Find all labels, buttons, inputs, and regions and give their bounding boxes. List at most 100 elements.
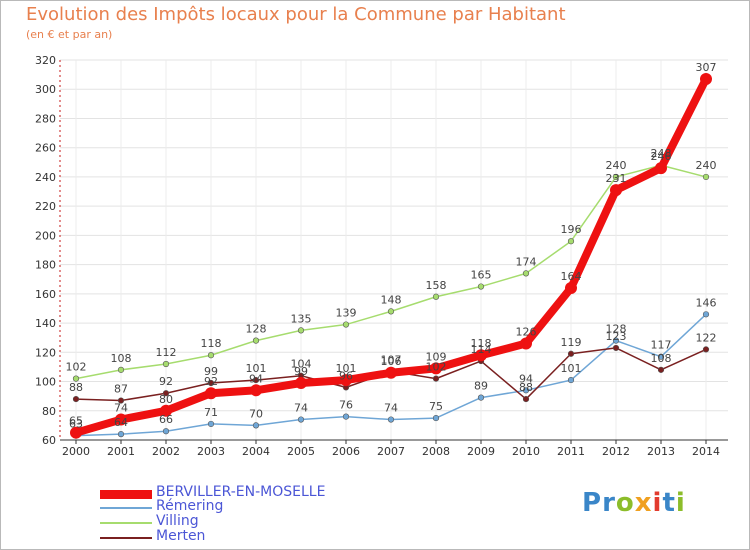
- logo-letter: P: [582, 488, 603, 518]
- data-point: [432, 293, 440, 300]
- data-point: [252, 422, 260, 429]
- data-label: 64: [114, 416, 128, 429]
- data-label: 66: [159, 413, 173, 426]
- legend-swatch: [100, 507, 152, 509]
- y-tick-label: 140: [35, 317, 56, 330]
- data-label: 63: [69, 418, 83, 431]
- logo-letter: o: [615, 488, 635, 518]
- data-point: [162, 360, 170, 368]
- y-tick-label: 260: [35, 142, 56, 155]
- data-label: 92: [204, 375, 218, 388]
- data-point: [207, 379, 215, 387]
- data-point: [207, 420, 215, 428]
- legend-swatch: [100, 522, 152, 524]
- y-tick-label: 320: [35, 54, 56, 67]
- data-point: [115, 413, 127, 426]
- data-point: [610, 184, 622, 197]
- chart-subtitle: (en € et par an): [26, 28, 113, 41]
- legend-label: BERVILLER-EN-MOSELLE: [156, 484, 326, 500]
- data-label: 164: [561, 270, 582, 283]
- x-tick-label: 2001: [107, 445, 135, 458]
- x-tick-label: 2012: [602, 445, 630, 458]
- data-label: 75: [429, 400, 443, 413]
- data-label: 99: [204, 365, 218, 378]
- data-point: [567, 238, 575, 245]
- data-point: [385, 366, 397, 379]
- data-label: 135: [291, 312, 312, 325]
- data-label: 114: [471, 343, 492, 356]
- data-point: [207, 352, 215, 359]
- data-point: [432, 375, 440, 382]
- data-point: [567, 350, 575, 357]
- proxiti-logo: Proxiti: [582, 488, 686, 518]
- data-point: [655, 162, 667, 175]
- data-label: 108: [111, 352, 132, 365]
- x-tick-label: 2014: [692, 445, 720, 458]
- data-label: 196: [561, 223, 582, 236]
- data-point: [702, 346, 710, 353]
- data-label: 128: [246, 323, 267, 336]
- chart-title: Evolution des Impôts locaux pour la Comm…: [26, 4, 566, 25]
- data-point: [252, 376, 260, 384]
- data-label: 107: [381, 353, 402, 366]
- data-label: 76: [339, 399, 353, 412]
- data-point: [297, 416, 305, 423]
- data-label: 128: [606, 323, 627, 336]
- data-label: 248: [651, 147, 672, 160]
- data-point: [340, 374, 352, 387]
- data-label: 112: [156, 346, 177, 359]
- data-label: 246: [651, 150, 672, 163]
- data-label: 240: [606, 159, 627, 172]
- data-label: 80: [159, 393, 173, 406]
- data-label: 71: [204, 406, 218, 419]
- logo-letter: i: [675, 488, 686, 518]
- data-label: 88: [69, 381, 83, 394]
- data-label: 118: [201, 337, 222, 350]
- data-label: 99: [294, 365, 308, 378]
- data-label: 126: [516, 326, 537, 339]
- data-label: 109: [426, 350, 447, 363]
- data-label: 146: [696, 296, 717, 309]
- data-label: 104: [291, 358, 312, 371]
- data-label: 101: [246, 362, 267, 375]
- x-tick-label: 2011: [557, 445, 585, 458]
- data-point: [250, 384, 262, 397]
- y-tick-label: 120: [35, 346, 56, 359]
- data-label: 94: [249, 372, 263, 385]
- data-point: [612, 344, 620, 352]
- data-label: 94: [519, 372, 533, 385]
- data-label: 139: [336, 307, 357, 320]
- data-label: 165: [471, 269, 492, 282]
- data-point: [387, 416, 395, 423]
- y-tick-label: 160: [35, 288, 56, 301]
- data-point: [612, 337, 620, 344]
- data-point: [475, 349, 487, 362]
- data-point: [520, 337, 532, 350]
- data-label: 74: [114, 402, 128, 415]
- x-tick-label: 2008: [422, 445, 450, 458]
- data-point: [700, 73, 712, 85]
- data-point: [117, 431, 125, 438]
- data-point: [702, 311, 710, 318]
- data-point: [565, 282, 577, 294]
- data-point: [295, 377, 307, 389]
- data-label: 118: [471, 337, 492, 350]
- data-label: 65: [69, 415, 83, 428]
- x-tick-label: 2009: [467, 445, 495, 458]
- y-tick-label: 280: [35, 112, 56, 125]
- data-point: [117, 366, 125, 373]
- data-point: [612, 173, 620, 181]
- y-tick-label: 200: [35, 229, 56, 242]
- data-point: [72, 395, 80, 403]
- logo-letter: i: [652, 488, 663, 518]
- data-label: 122: [696, 331, 717, 344]
- data-point: [117, 397, 125, 404]
- x-tick-label: 2002: [152, 445, 180, 458]
- data-label: 101: [336, 362, 357, 375]
- data-point: [657, 353, 665, 360]
- legend-label: Villing: [156, 513, 199, 529]
- logo-letter: t: [662, 488, 676, 518]
- data-label: 108: [651, 352, 672, 365]
